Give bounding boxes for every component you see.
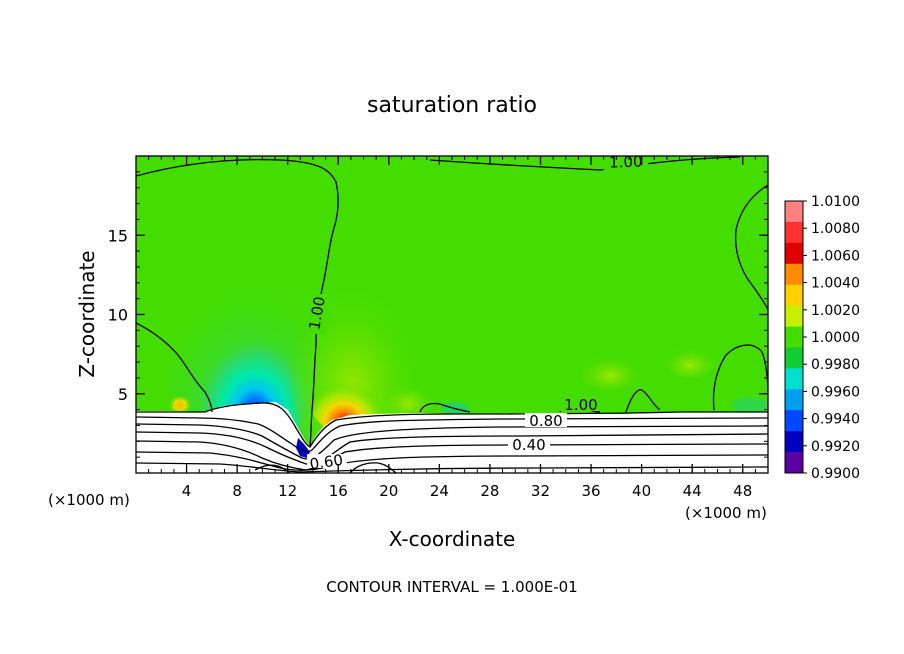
- y-axis-label: Z-coordinate: [75, 250, 99, 377]
- colorbar-swatch: [785, 452, 803, 474]
- colorbar-swatch: [785, 347, 803, 369]
- lower-layer-notch: [255, 405, 300, 446]
- light-spot-2: [382, 382, 434, 418]
- contour-surface-2: [136, 416, 768, 453]
- plot-area: 1.00 1.00 1.00 0.80 0.40 0.60: [136, 152, 768, 473]
- contour-left-lobe: [136, 322, 213, 413]
- x-tick-label: 36: [581, 482, 600, 500]
- colorbar-swatch: [785, 284, 803, 306]
- contour-topright: [429, 156, 741, 171]
- colorbar-label: 0.9980: [811, 357, 860, 373]
- colorbar-label: 0.9900: [811, 466, 860, 482]
- contour-surface-3: [136, 423, 768, 460]
- colorbar-swatch: [785, 242, 803, 265]
- chart-title: saturation ratio: [367, 93, 537, 118]
- x-tick-label: 32: [531, 482, 550, 500]
- x-unit-left: (×1000 m): [48, 491, 130, 509]
- colorbar-swatch: [785, 431, 803, 453]
- label-mask-surface: [560, 397, 602, 411]
- y-tick-label: 15: [108, 226, 128, 245]
- x-tick-label: 48: [733, 482, 752, 500]
- colorbar-label: 1.0080: [811, 221, 860, 237]
- label-mask-040: [508, 437, 550, 451]
- x-tick-label: 20: [379, 482, 398, 500]
- contour-label-top: 1.00: [609, 152, 643, 171]
- colorbar-swatch: [785, 201, 803, 223]
- yellow-spot-1: [168, 395, 192, 415]
- y-axis-ticks: 5 10 15: [108, 171, 768, 458]
- contour-interval-note: CONTOUR INTERVAL = 1.000E-01: [326, 578, 577, 596]
- contour-label-mid: 1.00: [305, 295, 329, 331]
- colorbar-swatch: [785, 263, 803, 285]
- contour-right-bump: [712, 344, 768, 411]
- colorbar-label: 1.0020: [811, 303, 860, 319]
- colorbar-swatch: [785, 305, 803, 327]
- contour-label-080: 0.80: [529, 412, 562, 430]
- y-tick-label: 5: [118, 385, 128, 404]
- colorbar-swatch: [785, 389, 803, 411]
- contour-bump-1: [419, 402, 471, 413]
- x-unit-right: (×1000 m): [685, 504, 767, 522]
- colorbar-swatch: [785, 368, 803, 390]
- x-tick-label: 12: [278, 482, 297, 500]
- colorbar: 1.0100 1.0080 1.0060 1.0040 1.0020 1.0000 0.99…: [784, 194, 860, 482]
- contour-surface-6: [136, 451, 768, 471]
- colorbar-label: 0.9920: [811, 439, 860, 455]
- light-spot-4: [664, 346, 716, 378]
- label-mask-top: [604, 156, 648, 170]
- x-tick-label: 16: [329, 482, 348, 500]
- light-spot-3: [580, 354, 640, 390]
- x-tick-label: 4: [182, 482, 192, 500]
- x-tick-label: 44: [683, 482, 702, 500]
- label-mask-080: [525, 413, 567, 427]
- contour-label-surface: 1.00: [564, 396, 597, 414]
- contour-right-lobe: [734, 184, 768, 311]
- colorbar-label: 0.9940: [811, 412, 860, 428]
- contour-surface-8: [254, 464, 291, 473]
- colorbar-label: 1.0040: [811, 276, 860, 292]
- contour-surface-9: [349, 462, 397, 473]
- y-tick-label: 10: [108, 306, 128, 325]
- colorbar-swatch: [785, 326, 803, 348]
- label-mask-060: [307, 454, 347, 468]
- contour-surface-5: [136, 440, 768, 471]
- colorbar-label: 0.9960: [811, 384, 860, 400]
- contour-surface-4: [136, 431, 768, 467]
- colorbar-label: 1.0000: [811, 330, 860, 346]
- x-axis-ticks: 4 8 12 16 20 24 28 32 36 40 44 48: [148, 156, 756, 500]
- contour-top: [136, 158, 339, 448]
- contour-label-060: 0.60: [309, 451, 345, 473]
- contour-label-040: 0.40: [512, 436, 545, 454]
- x-axis-label: X-coordinate: [389, 527, 516, 551]
- contour-surface-7: [136, 462, 768, 473]
- colorbar-label: 1.0100: [811, 194, 860, 210]
- blue-pocket: [296, 438, 310, 458]
- contour-labels: 1.00 1.00 1.00 0.80 0.40 0.60: [305, 152, 648, 473]
- x-tick-label: 40: [632, 482, 651, 500]
- x-tick-label: 8: [232, 482, 242, 500]
- cyan-spot-6: [732, 397, 768, 413]
- contour-bump-3: [625, 389, 661, 413]
- label-mask-mid: [309, 294, 325, 334]
- x-tick-label: 24: [430, 482, 449, 500]
- colorbar-swatch: [785, 410, 803, 432]
- x-tick-label: 28: [480, 482, 499, 500]
- colorbar-label: 1.0060: [811, 248, 860, 264]
- colorbar-swatch: [785, 221, 803, 244]
